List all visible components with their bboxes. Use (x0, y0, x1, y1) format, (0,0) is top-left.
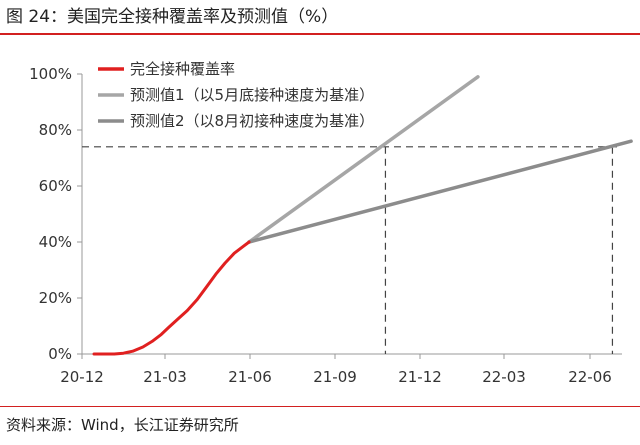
series-line-1 (92, 240, 251, 356)
figure-title: 图 24：美国完全接种覆盖率及预测值（%） (6, 7, 339, 27)
y-tick-label: 100% (29, 65, 72, 83)
legend-entry: 预测值2（以8月初接种速度为基准） (130, 112, 374, 130)
source-note: 资料来源：Wind，长江证券研究所 (6, 416, 239, 434)
series-line-3 (247, 139, 633, 244)
legend-entry: 预测值1（以5月底接种速度为基准） (130, 86, 374, 104)
title-divider (0, 33, 640, 35)
x-tick-label: 21-12 (398, 368, 442, 386)
series-line-2 (247, 75, 480, 244)
x-tick-label: 22-03 (482, 368, 526, 386)
y-tick-label: 20% (39, 289, 72, 307)
x-tick-label: 21-06 (228, 368, 272, 386)
x-tick-label: 21-09 (313, 368, 357, 386)
y-tick-label: 80% (39, 121, 72, 139)
x-tick-label: 20-12 (60, 368, 104, 386)
y-tick-label: 0% (48, 345, 72, 363)
legend-entry: 完全接种覆盖率 (130, 60, 235, 78)
y-tick-label: 40% (39, 233, 72, 251)
y-tick-label: 60% (39, 177, 72, 195)
x-tick-label: 21-03 (143, 368, 187, 386)
footer-divider (0, 406, 640, 407)
x-tick-label: 22-06 (568, 368, 612, 386)
